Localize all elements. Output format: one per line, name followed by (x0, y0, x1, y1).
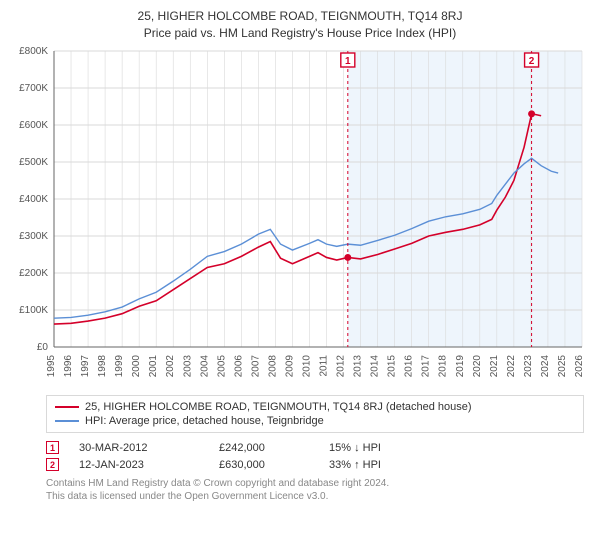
svg-text:2005: 2005 (216, 355, 227, 378)
sale-row: 1 30-MAR-2012 £242,000 15% ↓ HPI (46, 441, 566, 454)
sale-price: £242,000 (219, 442, 309, 454)
svg-text:2007: 2007 (250, 355, 261, 378)
svg-text:£800K: £800K (19, 47, 48, 57)
sale-diff-vs-hpi: 33% ↑ HPI (329, 459, 449, 471)
svg-text:2003: 2003 (182, 355, 193, 378)
legend-swatch (55, 406, 79, 408)
svg-text:£600K: £600K (19, 120, 48, 131)
svg-text:1995: 1995 (46, 355, 57, 378)
svg-text:2023: 2023 (523, 355, 534, 378)
sale-row: 2 12-JAN-2023 £630,000 33% ↑ HPI (46, 458, 566, 471)
svg-text:£400K: £400K (19, 194, 48, 205)
chart-title-address: 25, HIGHER HOLCOMBE ROAD, TEIGNMOUTH, TQ… (10, 8, 590, 24)
legend: 25, HIGHER HOLCOMBE ROAD, TEIGNMOUTH, TQ… (46, 395, 584, 433)
svg-text:1997: 1997 (80, 355, 91, 378)
svg-text:£300K: £300K (19, 231, 48, 242)
svg-text:2011: 2011 (319, 355, 330, 377)
svg-text:2024: 2024 (540, 355, 551, 378)
sale-marker-icon: 2 (46, 458, 59, 471)
legend-row: HPI: Average price, detached house, Teig… (55, 414, 575, 428)
svg-text:£0: £0 (37, 342, 49, 353)
line-chart: £0 £100K £200K £300K £400K £500K £600K £700K £80… (10, 47, 590, 389)
svg-text:2022: 2022 (506, 355, 517, 378)
svg-text:2015: 2015 (387, 355, 398, 378)
svg-text:2016: 2016 (404, 355, 415, 378)
svg-text:1999: 1999 (114, 355, 125, 378)
svg-text:£500K: £500K (19, 157, 48, 168)
svg-text:2002: 2002 (165, 355, 176, 378)
svg-text:2014: 2014 (370, 355, 381, 378)
legend-label: 25, HIGHER HOLCOMBE ROAD, TEIGNMOUTH, TQ… (85, 401, 472, 413)
svg-text:£700K: £700K (19, 83, 48, 94)
legend-label: HPI: Average price, detached house, Teig… (85, 415, 324, 427)
svg-text:2006: 2006 (233, 355, 244, 378)
sales-list: 1 30-MAR-2012 £242,000 15% ↓ HPI 2 12-JAN-202… (46, 441, 566, 471)
svg-text:2017: 2017 (421, 355, 432, 378)
svg-text:1998: 1998 (97, 355, 108, 378)
svg-text:£100K: £100K (19, 305, 48, 316)
svg-text:2021: 2021 (489, 355, 500, 378)
sale-price: £630,000 (219, 459, 309, 471)
sale-marker-icon: 1 (46, 441, 59, 454)
svg-text:2009: 2009 (284, 355, 295, 378)
sale-diff-vs-hpi: 15% ↓ HPI (329, 442, 449, 454)
svg-text:2: 2 (529, 56, 535, 67)
svg-text:2020: 2020 (472, 355, 483, 378)
sale-date: 12-JAN-2023 (79, 459, 199, 471)
svg-text:2013: 2013 (353, 355, 364, 378)
svg-text:1: 1 (345, 56, 351, 67)
sale-date: 30-MAR-2012 (79, 442, 199, 454)
svg-text:2010: 2010 (301, 355, 312, 378)
footer-line-1: Contains HM Land Registry data © Crown c… (46, 477, 566, 490)
footer-line-2: This data is licensed under the Open Gov… (46, 490, 566, 503)
svg-text:2012: 2012 (336, 355, 347, 378)
svg-text:2018: 2018 (438, 355, 449, 378)
svg-text:2000: 2000 (131, 355, 142, 378)
chart-title-sub: Price paid vs. HM Land Registry's House … (10, 25, 590, 41)
svg-text:£200K: £200K (19, 268, 48, 279)
legend-row: 25, HIGHER HOLCOMBE ROAD, TEIGNMOUTH, TQ… (55, 400, 575, 414)
attribution-footer: Contains HM Land Registry data © Crown c… (46, 477, 566, 503)
svg-text:2019: 2019 (455, 355, 466, 378)
svg-text:2001: 2001 (148, 355, 159, 378)
legend-swatch (55, 420, 79, 422)
svg-text:1996: 1996 (63, 355, 74, 378)
svg-text:2025: 2025 (557, 355, 568, 378)
svg-text:2004: 2004 (199, 355, 210, 378)
svg-text:2008: 2008 (267, 355, 278, 378)
svg-text:2026: 2026 (574, 355, 585, 378)
